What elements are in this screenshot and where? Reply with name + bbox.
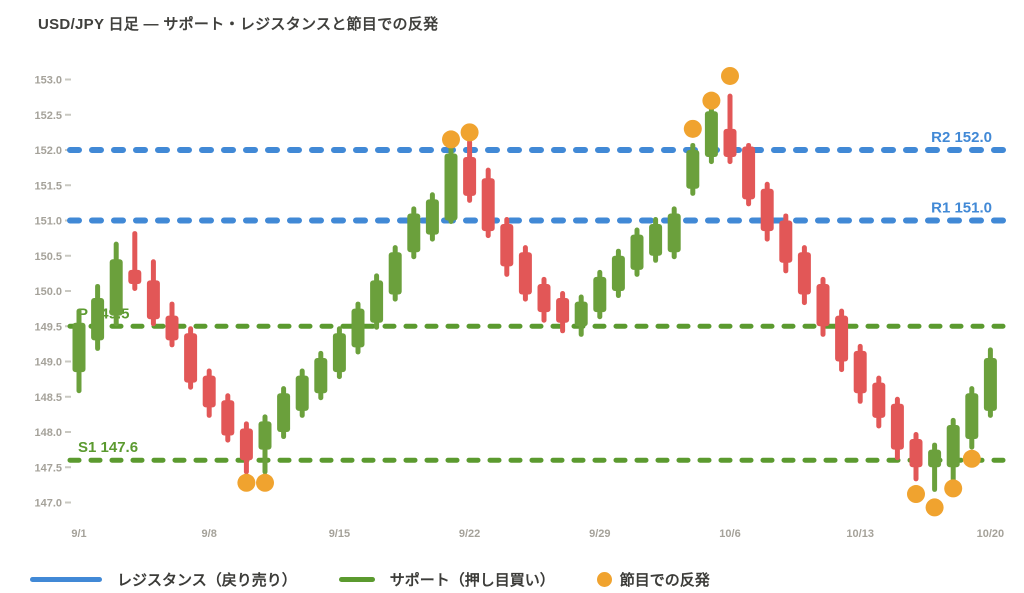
x-tick-label: 9/29 xyxy=(589,528,610,540)
candle-body-down xyxy=(779,220,793,263)
candle-body-up xyxy=(630,234,644,270)
legend-label-support: サポート（押し目買い） xyxy=(389,571,555,589)
candle-body-down xyxy=(202,375,216,408)
candle-body-down xyxy=(184,333,198,383)
candle-body-up xyxy=(370,280,384,323)
candle-body-up xyxy=(295,375,309,411)
y-tick-label: 148.0 xyxy=(34,427,62,439)
candle-body-up xyxy=(388,252,402,295)
y-tick-label: 150.0 xyxy=(34,286,62,298)
candle-body-down xyxy=(500,224,514,267)
candle-body-up xyxy=(593,276,607,313)
level-label-R1: R1 151.0 xyxy=(931,200,992,217)
bounce-marker-dot xyxy=(944,479,963,498)
bounce-marker-dot xyxy=(442,130,460,149)
y-tick-label: 151.0 xyxy=(34,216,62,228)
candle-body-down xyxy=(239,428,253,461)
candle-body-up xyxy=(258,421,272,450)
candle-body-down xyxy=(221,400,235,436)
candle-body-down xyxy=(835,315,849,362)
y-tick-label: 152.5 xyxy=(34,110,62,122)
candle-body-up xyxy=(574,301,588,327)
x-tick-label: 10/20 xyxy=(977,528,1005,540)
candle-body-up xyxy=(444,153,458,221)
bounce-marker-dot xyxy=(907,485,925,504)
y-tick-label: 149.5 xyxy=(34,321,62,333)
candle-body-up xyxy=(314,357,328,394)
x-tick-label: 10/13 xyxy=(846,528,874,540)
bounce-marker-dot xyxy=(460,123,479,142)
legend-label-bounce: 節目での反発 xyxy=(619,571,710,589)
x-tick-label: 9/22 xyxy=(459,528,480,540)
candle-body-up xyxy=(983,357,997,411)
candle-body-down xyxy=(556,298,570,323)
candle-body-up xyxy=(277,393,291,432)
candle-body-up xyxy=(704,111,718,158)
candle-body-down xyxy=(797,252,811,295)
candle-body-up xyxy=(72,322,86,373)
candle-body-down xyxy=(481,178,495,232)
x-tick-label: 9/15 xyxy=(329,528,350,540)
bounce-marker-dot xyxy=(962,449,981,468)
candle-body-down xyxy=(760,188,774,232)
candle-body-up xyxy=(946,424,960,468)
level-label-R2: R2 152.0 xyxy=(931,129,992,146)
candle-body-up xyxy=(332,333,346,373)
y-tick-label: 151.5 xyxy=(34,180,62,192)
legend-label-resistance: レジスタンス（戻り売り） xyxy=(117,571,297,589)
candle-body-down xyxy=(128,269,142,284)
x-tick-label: 9/8 xyxy=(202,528,217,540)
y-tick-label: 148.5 xyxy=(34,392,62,404)
bounce-marker-dot xyxy=(702,91,721,110)
y-tick-label: 153.0 xyxy=(34,75,62,87)
bounce-marker-dot xyxy=(237,473,256,492)
y-tick-label: 147.5 xyxy=(34,462,62,474)
candle-body-up xyxy=(928,449,942,468)
bounce-marker-dot xyxy=(683,119,702,138)
legend-item-resistance: レジスタンス（戻り売り） xyxy=(30,569,297,590)
candle-body-down xyxy=(816,283,830,327)
legend-item-support: サポート（押し目買い） xyxy=(338,569,555,590)
bounce-marker-dot xyxy=(721,66,739,85)
candle-body-down xyxy=(518,252,532,295)
candle-body-up xyxy=(351,308,365,348)
candle-body-down xyxy=(909,439,923,468)
candle-body-down xyxy=(853,350,867,394)
candle-body-down xyxy=(723,128,737,158)
candle-body-down xyxy=(890,403,904,450)
candle-body-down xyxy=(742,146,756,200)
level-label-S1: S1 147.6 xyxy=(78,439,138,456)
candle-body-up xyxy=(667,213,681,253)
candle-body-up xyxy=(965,393,979,440)
candle-body-down xyxy=(537,283,551,313)
candle-body-up xyxy=(611,255,625,291)
y-tick-label: 152.0 xyxy=(34,145,62,157)
candle-body-down xyxy=(872,382,886,418)
candle-body-up xyxy=(649,224,663,256)
candle-body-up xyxy=(686,150,700,189)
candle-body-down xyxy=(165,315,179,341)
bounce-dot-icon xyxy=(596,571,612,587)
support-line-swatch xyxy=(338,576,375,582)
candle-body-down xyxy=(463,157,477,196)
candlestick-chart: 153.0 152.5 152.0 151.5 151.0 150.5 150.0 149.5… xyxy=(34,66,1008,540)
candle-body-up xyxy=(425,199,439,235)
candle-body-up xyxy=(109,259,123,316)
x-tick-label: 10/6 xyxy=(719,528,740,540)
legend-item-bounce: 節目での反発 xyxy=(596,569,710,590)
chart-legend: レジスタンス（戻り売り） サポート（押し目買い） 節目での反発 xyxy=(30,566,710,592)
y-tick-label: 150.5 xyxy=(34,251,62,263)
bounce-marker-dot xyxy=(256,473,274,492)
chart-title: USD/JPY 日足 — サポート・レジスタンスと節目での反発 xyxy=(38,16,439,33)
resistance-line-swatch xyxy=(30,576,102,582)
candle-body-down xyxy=(146,280,160,320)
y-tick-label: 147.0 xyxy=(34,498,62,510)
candle-body-up xyxy=(407,213,421,253)
y-tick-label: 149.0 xyxy=(34,357,62,369)
bounce-marker-dot xyxy=(925,498,944,517)
x-tick-label: 9/1 xyxy=(71,528,86,540)
candle-body-up xyxy=(91,298,105,341)
